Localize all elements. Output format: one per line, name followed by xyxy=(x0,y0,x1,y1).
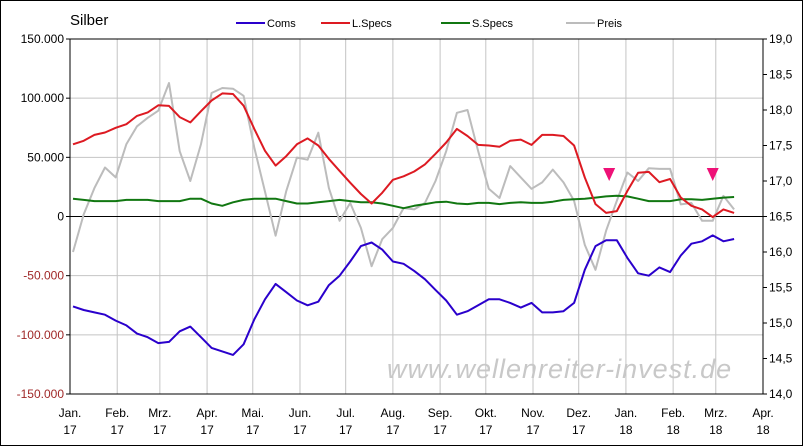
triangle-down-marker xyxy=(603,168,616,181)
x-axis-month-label: Nov. xyxy=(521,406,545,420)
series-line-l-specs xyxy=(72,92,735,219)
x-axis-year-label: 18 xyxy=(666,423,680,437)
x-axis-month-label: Jun. xyxy=(289,406,312,420)
x-axis-year-label: 17 xyxy=(572,423,586,437)
left-axis-label: 0 xyxy=(57,210,64,224)
x-axis-month-label: Mrz. xyxy=(148,406,171,420)
x-axis-month-label: Jan. xyxy=(615,406,638,420)
x-axis-year-label: 17 xyxy=(111,423,125,437)
signal-markers xyxy=(603,168,719,181)
x-axis-year-label: 17 xyxy=(200,423,214,437)
triangle-down-marker xyxy=(706,168,719,181)
x-axis-year-label: 17 xyxy=(246,423,260,437)
series-line-s-specs xyxy=(72,194,735,210)
legend-label: S.Specs xyxy=(472,18,513,30)
left-axis-label: 150.000 xyxy=(21,32,65,46)
x-axis-month-label: Dez. xyxy=(566,406,591,420)
x-axis-month-label: Jan. xyxy=(59,406,82,420)
right-axis-label: 14,0 xyxy=(769,387,793,401)
x-axis-year-label: 17 xyxy=(479,423,493,437)
x-axis-month-label: Okt. xyxy=(475,406,497,420)
left-axis-label: -100.000 xyxy=(17,328,65,342)
x-axis-month-label: Aug. xyxy=(381,406,406,420)
x-axis-month-label: Mai. xyxy=(241,406,264,420)
legend-label: Preis xyxy=(597,18,623,30)
right-axis-label: 18,5 xyxy=(769,68,793,82)
tick-labels: 150.000 100.000 50.000 0 -50.000 -100.000 -150… xyxy=(17,32,793,437)
x-axis-year-label: 17 xyxy=(386,423,400,437)
right-axis-label: 16,0 xyxy=(769,245,793,259)
right-axis-label: 19,0 xyxy=(769,32,793,46)
x-axis-year-label: 17 xyxy=(433,423,447,437)
x-axis-year-label: 17 xyxy=(63,423,77,437)
left-axis-label: -50.000 xyxy=(23,269,64,283)
right-axis-label: 16,5 xyxy=(769,210,793,224)
right-axis-label: 18,0 xyxy=(769,103,793,117)
x-axis-month-label: Apr. xyxy=(752,406,773,420)
x-axis-month-label: Jul. xyxy=(336,406,355,420)
x-axis-year-label: 17 xyxy=(526,423,540,437)
chart-title: Silber xyxy=(70,12,108,29)
left-axis-label: 100.000 xyxy=(21,91,65,105)
x-axis-month-label: Feb. xyxy=(661,406,685,420)
left-axis-label: 50.000 xyxy=(27,150,64,164)
right-axis-label: 15,5 xyxy=(769,281,793,295)
series-line-coms xyxy=(72,234,735,356)
legend: Coms L.Specs S.Specs Preis xyxy=(236,18,623,30)
legend-label: L.Specs xyxy=(352,18,392,30)
x-axis-year-label: 17 xyxy=(153,423,167,437)
x-axis-year-label: 17 xyxy=(293,423,307,437)
x-axis-month-label: Feb. xyxy=(105,406,129,420)
axes xyxy=(66,38,767,395)
x-axis-year-label: 18 xyxy=(709,423,723,437)
right-axis-label: 17,5 xyxy=(769,139,793,153)
x-axis-year-label: 18 xyxy=(756,423,770,437)
x-axis-month-label: Apr. xyxy=(196,406,217,420)
x-axis-year-label: 17 xyxy=(339,423,353,437)
right-axis-label: 14,5 xyxy=(769,352,793,366)
legend-label: Coms xyxy=(267,18,296,30)
right-axis-label: 17,0 xyxy=(769,174,793,188)
series-lines xyxy=(72,82,735,356)
x-axis-month-label: Sep. xyxy=(428,406,453,420)
x-axis-month-label: Mrz. xyxy=(704,406,727,420)
right-axis-label: 15,0 xyxy=(769,316,793,330)
x-axis-year-label: 18 xyxy=(619,423,633,437)
watermark: www.wellenreiter-invest.de xyxy=(387,354,732,384)
left-axis-label: -150.000 xyxy=(17,387,65,401)
